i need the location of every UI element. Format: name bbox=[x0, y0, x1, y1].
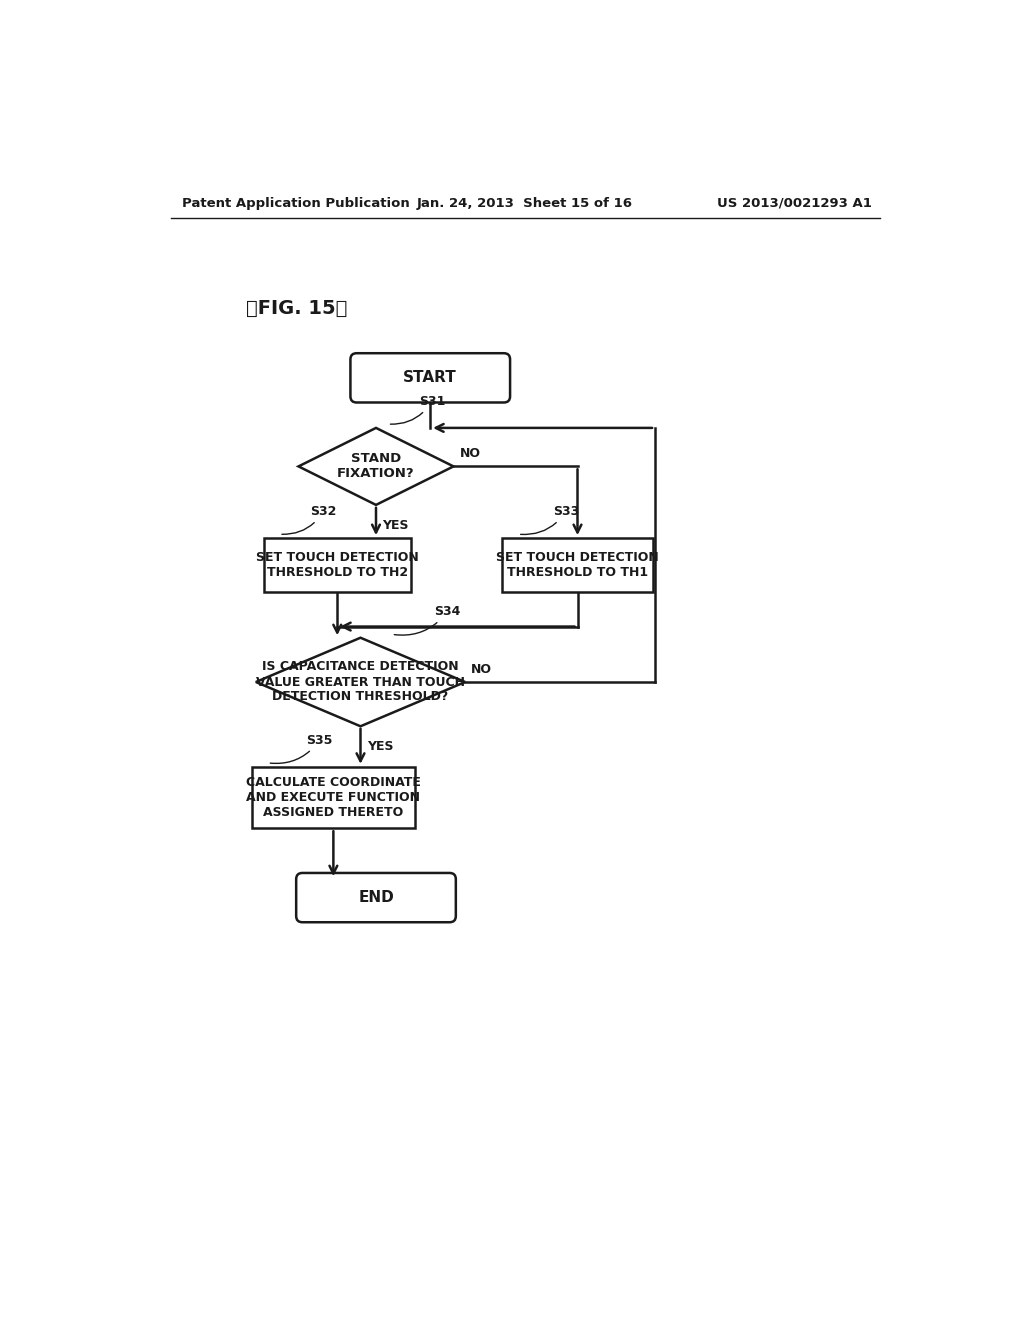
Bar bbox=[263, 539, 411, 591]
Text: SET TOUCH DETECTION
THRESHOLD TO TH2: SET TOUCH DETECTION THRESHOLD TO TH2 bbox=[256, 550, 419, 579]
Text: YES: YES bbox=[367, 739, 393, 752]
Text: NO: NO bbox=[471, 663, 493, 676]
Text: S33: S33 bbox=[520, 506, 579, 535]
Text: S34: S34 bbox=[394, 605, 461, 635]
Text: 【FIG. 15】: 【FIG. 15】 bbox=[246, 300, 347, 318]
Text: S35: S35 bbox=[270, 734, 333, 763]
Text: SET TOUCH DETECTION
THRESHOLD TO TH1: SET TOUCH DETECTION THRESHOLD TO TH1 bbox=[496, 550, 658, 579]
FancyBboxPatch shape bbox=[350, 354, 510, 403]
Text: Patent Application Publication: Patent Application Publication bbox=[182, 197, 410, 210]
Text: END: END bbox=[358, 890, 394, 906]
Polygon shape bbox=[299, 428, 454, 506]
Text: S31: S31 bbox=[390, 395, 445, 424]
Text: YES: YES bbox=[382, 519, 409, 532]
Bar bbox=[252, 767, 415, 829]
Text: CALCULATE COORDINATE
AND EXECUTE FUNCTION
ASSIGNED THERETO: CALCULATE COORDINATE AND EXECUTE FUNCTIO… bbox=[246, 776, 421, 818]
Text: IS CAPACITANCE DETECTION
VALUE GREATER THAN TOUCH
DETECTION THRESHOLD?: IS CAPACITANCE DETECTION VALUE GREATER T… bbox=[256, 660, 465, 704]
FancyBboxPatch shape bbox=[296, 873, 456, 923]
Text: NO: NO bbox=[460, 447, 480, 461]
Text: START: START bbox=[403, 371, 457, 385]
Text: STAND
FIXATION?: STAND FIXATION? bbox=[337, 453, 415, 480]
Text: US 2013/0021293 A1: US 2013/0021293 A1 bbox=[717, 197, 872, 210]
Polygon shape bbox=[256, 638, 465, 726]
Text: Jan. 24, 2013  Sheet 15 of 16: Jan. 24, 2013 Sheet 15 of 16 bbox=[417, 197, 633, 210]
Bar bbox=[502, 539, 653, 591]
Text: S32: S32 bbox=[282, 506, 337, 535]
